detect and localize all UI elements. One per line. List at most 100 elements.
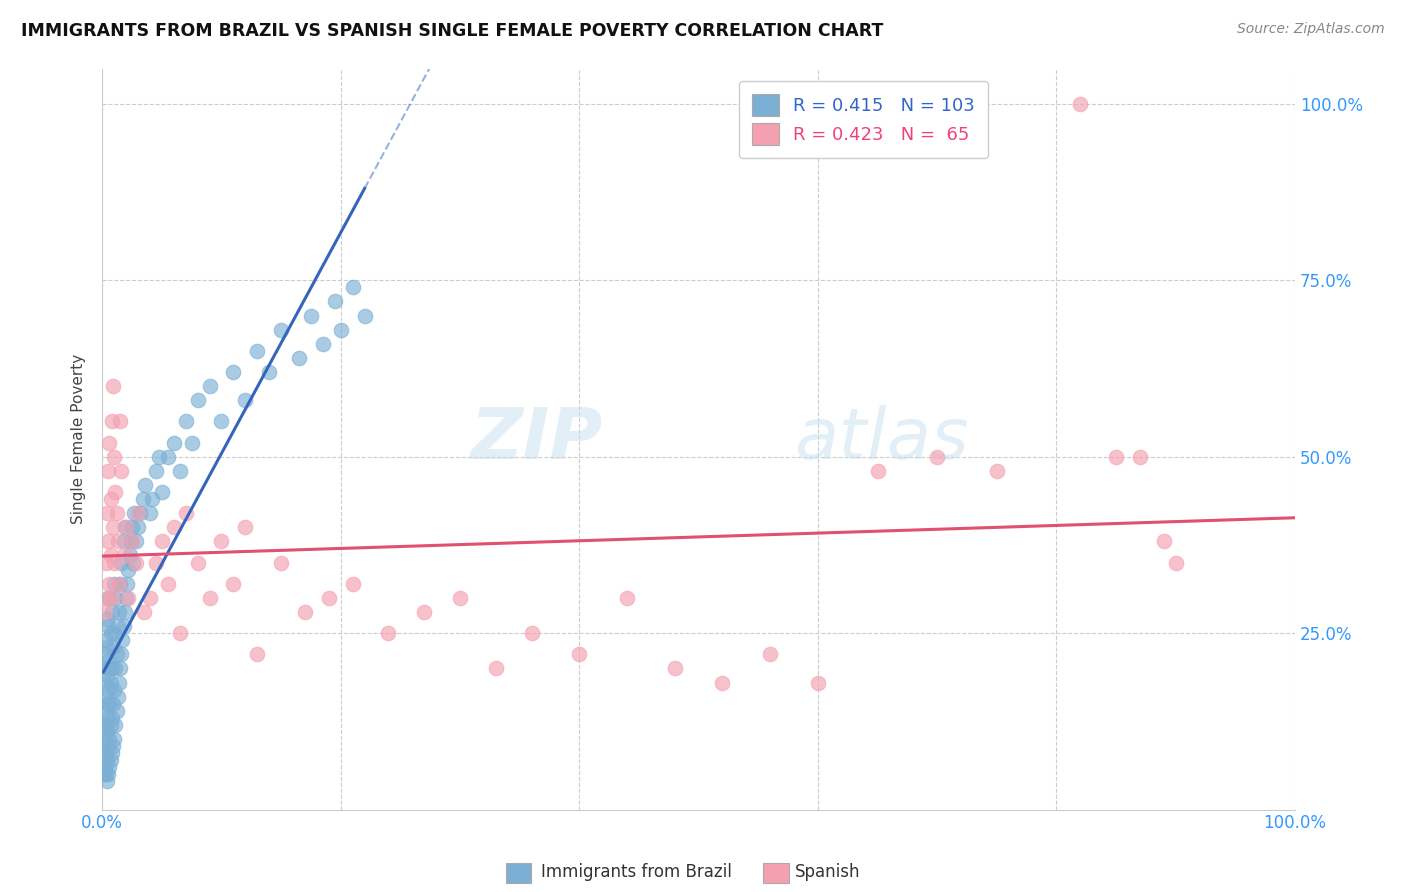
Y-axis label: Single Female Poverty: Single Female Poverty <box>72 354 86 524</box>
Point <box>93 605 115 619</box>
Point <box>169 626 191 640</box>
Point <box>98 731 121 746</box>
Point <box>100 414 122 428</box>
Point <box>211 414 233 428</box>
Point <box>145 464 167 478</box>
Point <box>866 464 889 478</box>
Point <box>98 697 121 711</box>
Point <box>93 704 115 718</box>
Point <box>100 718 122 732</box>
Point <box>169 464 191 478</box>
Point <box>323 294 346 309</box>
Point <box>163 520 186 534</box>
Point <box>616 591 638 605</box>
Point <box>122 556 145 570</box>
Point <box>211 534 233 549</box>
Point <box>100 661 122 675</box>
Point <box>105 506 128 520</box>
Point <box>107 619 129 633</box>
Point <box>93 731 115 746</box>
Point <box>115 591 138 605</box>
Point <box>96 753 118 767</box>
Legend: R = 0.415   N = 103, R = 0.423   N =  65: R = 0.415 N = 103, R = 0.423 N = 65 <box>740 81 988 158</box>
Point <box>100 591 122 605</box>
Point <box>97 619 120 633</box>
Point <box>97 767 120 781</box>
Point <box>105 647 128 661</box>
Point <box>413 605 436 619</box>
Point <box>98 591 121 605</box>
Point <box>94 633 117 648</box>
Point <box>986 464 1008 478</box>
Point <box>124 556 146 570</box>
Point <box>107 534 129 549</box>
Point <box>342 576 364 591</box>
Point <box>101 520 124 534</box>
Point <box>108 414 131 428</box>
Point <box>94 746 117 760</box>
Point <box>127 506 149 520</box>
Point <box>145 556 167 570</box>
Point <box>96 640 118 655</box>
Point <box>329 323 352 337</box>
Point <box>111 633 134 648</box>
Text: atlas: atlas <box>794 405 969 474</box>
Text: IMMIGRANTS FROM BRAZIL VS SPANISH SINGLE FEMALE POVERTY CORRELATION CHART: IMMIGRANTS FROM BRAZIL VS SPANISH SINGLE… <box>21 22 883 40</box>
Point <box>108 576 131 591</box>
Point <box>103 450 125 464</box>
Point <box>108 675 131 690</box>
Point <box>1069 96 1091 111</box>
Point <box>222 576 245 591</box>
Point <box>100 746 122 760</box>
Point <box>127 520 149 534</box>
Point <box>353 309 375 323</box>
Text: Immigrants from Brazil: Immigrants from Brazil <box>541 863 733 881</box>
Point <box>94 718 117 732</box>
Point <box>124 534 146 549</box>
Point <box>180 435 202 450</box>
Point <box>98 760 121 774</box>
Point <box>98 435 121 450</box>
Point <box>114 520 136 534</box>
Point <box>96 668 118 682</box>
Text: Source: ZipAtlas.com: Source: ZipAtlas.com <box>1237 22 1385 37</box>
Point <box>235 520 257 534</box>
Point <box>96 506 118 520</box>
Point <box>129 506 152 520</box>
Point <box>93 767 115 781</box>
Point <box>198 379 221 393</box>
Point <box>105 704 128 718</box>
Point <box>148 450 170 464</box>
Point <box>104 485 127 500</box>
Point <box>520 626 543 640</box>
Point <box>103 682 125 697</box>
Point <box>103 556 125 570</box>
Point <box>114 605 136 619</box>
Point <box>97 654 120 668</box>
Point <box>235 393 257 408</box>
Point <box>96 774 118 789</box>
Point <box>93 675 115 690</box>
Point <box>93 647 115 661</box>
Point <box>139 591 162 605</box>
Point <box>117 576 139 591</box>
Point <box>485 661 508 675</box>
Point <box>101 697 124 711</box>
Point <box>222 365 245 379</box>
Point <box>270 323 292 337</box>
Point <box>93 760 115 774</box>
Point <box>1164 556 1187 570</box>
Point <box>807 675 830 690</box>
Point <box>94 767 117 781</box>
Point <box>104 718 127 732</box>
Point <box>163 435 186 450</box>
Point <box>93 746 115 760</box>
Point <box>100 711 122 725</box>
Point <box>115 520 138 534</box>
Point <box>187 393 209 408</box>
Point <box>100 605 122 619</box>
Point <box>294 605 316 619</box>
Point <box>174 414 197 428</box>
Point <box>97 682 120 697</box>
Point <box>94 690 117 704</box>
